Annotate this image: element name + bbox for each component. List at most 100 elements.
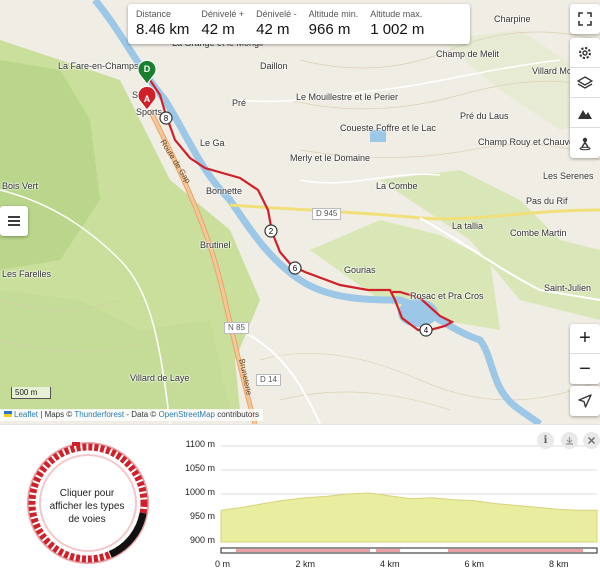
stat-label: Altitude min. xyxy=(308,9,359,19)
place-label: Le Ga xyxy=(200,138,225,148)
surface-segment xyxy=(236,549,370,552)
stat-label: Dénivelé + xyxy=(201,9,245,19)
download-icon xyxy=(566,437,573,445)
attribution-text: - Data © xyxy=(126,410,157,419)
km-marker-label: 4 xyxy=(424,326,429,335)
locate-button[interactable] xyxy=(570,386,600,416)
person-pin-button[interactable] xyxy=(570,128,600,158)
km-marker[interactable]: 8 xyxy=(159,111,173,125)
place-label: Villard Mounier xyxy=(532,66,592,76)
place-label: Champ Rouy et Chauvet xyxy=(478,137,577,147)
place-label: Le Mouillestre et le Perier xyxy=(296,92,399,102)
y-tick-label: 900 m xyxy=(189,535,215,545)
place-label: Villard de Laye xyxy=(130,373,190,383)
place-label: Combe Martin xyxy=(510,228,567,238)
place-label: Sports xyxy=(136,107,163,117)
navigation-arrow-icon xyxy=(578,394,592,408)
km-marker-label: 2 xyxy=(269,227,274,236)
place-label: Brutinel xyxy=(200,240,231,250)
stat-altitude-max: Altitude max. 1 002 m xyxy=(370,9,424,44)
stat-value: 42 m xyxy=(201,21,235,38)
arrival-marker[interactable]: A xyxy=(137,85,157,111)
stat-value: 42 m xyxy=(256,21,290,38)
km-marker[interactable]: 6 xyxy=(288,261,302,275)
bottom-panel: Cliquer pour afficher les types de voies… xyxy=(0,424,600,574)
stat-distance: Distance 8.46 km xyxy=(136,9,189,44)
km-marker-label: 6 xyxy=(293,264,298,273)
x-tick-label: 2 km xyxy=(295,559,315,569)
close-button[interactable] xyxy=(583,432,600,449)
km-marker[interactable]: 4 xyxy=(419,323,433,337)
elevation-profile[interactable] xyxy=(0,425,600,575)
stat-label: Distance xyxy=(136,9,172,19)
route-line xyxy=(149,79,455,332)
place-label: Saint-Julien xyxy=(544,283,592,293)
surface-segment xyxy=(376,549,400,552)
x-tick-label: 6 km xyxy=(464,559,484,569)
place-label: Daillon xyxy=(260,61,288,71)
x-tick-label: 0 m xyxy=(215,559,231,569)
road-types-ring[interactable] xyxy=(22,437,154,569)
place-label: Bonnette xyxy=(206,186,243,196)
scale-bar: 500 m xyxy=(11,387,51,399)
stat-value: 1 002 m xyxy=(370,21,425,38)
expand-icon xyxy=(578,12,592,26)
stat-value: 8.46 km xyxy=(136,21,190,38)
surface-segment xyxy=(448,549,583,552)
place-label: Les Farelles xyxy=(2,269,52,279)
stat-elevation-gain: Dénivelé + 42 m xyxy=(201,9,244,44)
road-types-hint[interactable]: Cliquer pour afficher les types de voies xyxy=(49,488,125,525)
x-tick-label: 4 km xyxy=(379,559,400,569)
route-stats-panel: Distance 8.46 km Dénivelé + 42 m Dénivel… xyxy=(128,4,470,44)
leaflet-link[interactable]: Leaflet xyxy=(14,410,39,419)
hamburger-icon xyxy=(8,216,20,226)
fullscreen-button[interactable] xyxy=(570,4,600,34)
start-marker[interactable]: D xyxy=(137,59,157,85)
zoom-control: + − xyxy=(570,324,600,384)
place-label: La Fare-en-Champsaur xyxy=(58,61,152,71)
download-button[interactable] xyxy=(561,432,578,449)
y-tick-label: 950 m xyxy=(189,511,215,521)
layers-button[interactable] xyxy=(570,68,600,98)
place-label: Merly et le Domaine xyxy=(290,153,371,163)
info-button[interactable]: i xyxy=(537,432,554,449)
thunderforest-link[interactable]: Thunderforest xyxy=(74,410,125,419)
terrain-button[interactable] xyxy=(570,98,600,128)
km-marker-label: 8 xyxy=(164,114,169,123)
menu-button[interactable] xyxy=(0,206,28,236)
settings-button[interactable] xyxy=(570,38,600,68)
place-label: Pré du Laus xyxy=(460,111,509,121)
place-label: Champ de Melit xyxy=(436,49,500,59)
place-label: S xyxy=(132,90,139,100)
osm-link[interactable]: OpenStreetMap xyxy=(158,410,215,419)
mountain-icon xyxy=(578,109,592,119)
place-label: Pas du Rif xyxy=(526,196,568,206)
map-tools-group xyxy=(570,38,600,158)
info-icon: i xyxy=(543,435,548,446)
map[interactable]: La Fare-en-Champsaur La Grange et le Mon… xyxy=(0,0,600,424)
basemap xyxy=(0,0,600,424)
layers-icon xyxy=(577,75,593,89)
stat-label: Altitude max. xyxy=(370,9,423,19)
place-label: Gourias xyxy=(344,265,376,275)
attribution-text: contributors xyxy=(217,410,260,419)
attribution-text: | Maps © xyxy=(40,410,73,419)
flag-icon xyxy=(4,411,12,417)
attribution: Leaflet | Maps © Thunderforest - Data © … xyxy=(0,409,264,421)
place-label: La tallia xyxy=(452,221,484,231)
x-tick-label: 8 km xyxy=(548,559,569,569)
road-label: N 85 xyxy=(224,322,249,334)
place-label: Bois Vert xyxy=(2,181,39,191)
close-icon xyxy=(588,437,595,444)
zoom-out-button[interactable]: − xyxy=(579,357,591,380)
place-label: Pré xyxy=(232,98,247,108)
stat-label: Dénivelé - xyxy=(256,9,297,19)
zoom-in-button[interactable]: + xyxy=(570,324,600,354)
km-marker[interactable]: 2 xyxy=(264,224,278,238)
y-tick-label: 1050 m xyxy=(184,463,215,473)
y-tick-label: 1000 m xyxy=(184,487,215,497)
stat-elevation-loss: Dénivelé - 42 m xyxy=(256,9,297,44)
road-label: D 945 xyxy=(312,208,342,220)
stat-value: 966 m xyxy=(308,21,351,38)
place-label: Coueste Foffre et le Lac xyxy=(340,123,436,133)
